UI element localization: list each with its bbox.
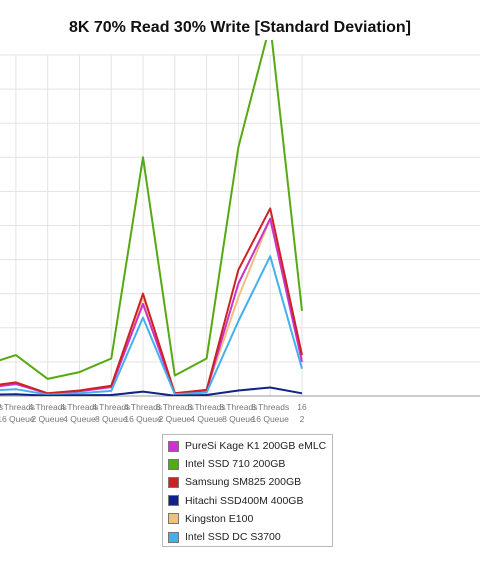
- x-tick-label: 4 Threads: [29, 402, 67, 412]
- chart-title: 8K 70% Read 30% Write [Standard Deviatio…: [68, 19, 412, 36]
- series-line: [0, 386, 303, 396]
- legend-item: Samsung SM825 200GB: [168, 473, 332, 491]
- chart-legend: PureSi Kage K1 200GB eMLC Intel SSD 710 2…: [162, 434, 333, 547]
- x-tick-label: 4 Threads: [92, 402, 130, 412]
- x-tick-label: 8 Threads: [188, 402, 226, 412]
- x-tick-label: 4 Queue: [63, 414, 96, 424]
- x-tick-label: 4 Threads: [60, 402, 98, 412]
- x-tick-label: 16 Queue: [124, 414, 162, 424]
- legend-item: Hitachi SSD400M 400GB: [168, 492, 332, 510]
- x-tick-label: 4 Threads: [124, 402, 162, 412]
- chart-series: [0, 40, 303, 396]
- legend-swatch: [168, 495, 179, 507]
- legend-label: Intel SSD 710 200GB: [185, 458, 286, 471]
- legend-item: Intel SSD DC S3700: [168, 528, 332, 546]
- x-tick-label: 8 Queue: [95, 414, 128, 424]
- series-line: [0, 207, 303, 395]
- x-tick-label: 2 Queue: [159, 414, 192, 424]
- series-line: [0, 40, 303, 380]
- x-tick-label: 2 Threads: [0, 402, 35, 412]
- legend-item: Intel SSD 710 200GB: [168, 455, 332, 473]
- legend-swatch: [168, 513, 179, 525]
- x-tick-label: 16 Queue: [0, 414, 35, 424]
- legend-label: Kingston E100: [185, 512, 254, 525]
- x-tick-label: 2: [300, 414, 305, 424]
- x-tick-label: 16 Queue: [252, 414, 290, 424]
- legend-label: PureSi Kage K1 200GB eMLC: [185, 440, 327, 453]
- x-tick-label: 8 Queue: [222, 414, 255, 424]
- series-line: [0, 217, 303, 395]
- legend-item: PureSi Kage K1 200GB eMLC: [168, 437, 332, 455]
- legend-swatch: [168, 531, 179, 543]
- x-tick-label: 2 Threads: [0, 402, 3, 412]
- legend-swatch: [168, 476, 179, 488]
- x-tick-label: 16: [297, 402, 307, 412]
- x-tick-label: 8 Threads: [219, 402, 257, 412]
- x-tick-label: 4 Queue: [190, 414, 223, 424]
- legend-label: Samsung SM825 200GB: [185, 476, 302, 489]
- chart-grid: [0, 54, 480, 397]
- legend-label: Intel SSD DC S3700: [185, 531, 281, 544]
- x-tick-label: 8 Threads: [156, 402, 194, 412]
- legend-swatch: [168, 458, 179, 470]
- legend-label: Hitachi SSD400M 400GB: [185, 494, 304, 507]
- x-tick-label: 8 Queue: [0, 414, 1, 424]
- x-tick-label: 8 Threads: [251, 402, 289, 412]
- legend-swatch: [168, 440, 179, 452]
- x-tick-label: 2 Queue: [31, 414, 64, 424]
- series-line: [0, 255, 303, 396]
- legend-item: Kingston E100: [168, 510, 332, 528]
